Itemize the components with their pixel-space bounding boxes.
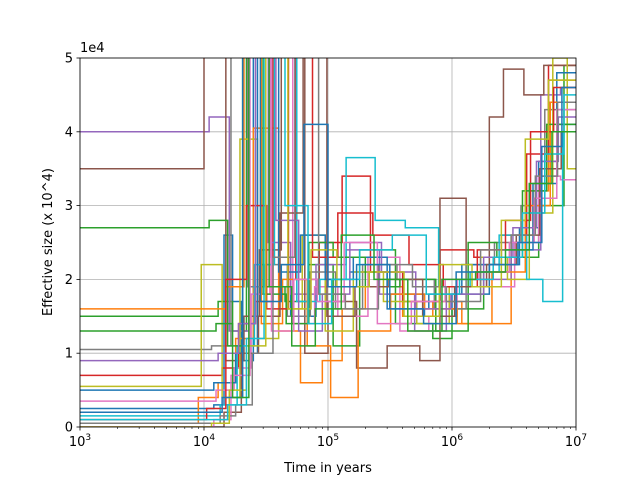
y-tick-label-4: 4	[65, 125, 73, 140]
series-line-5	[80, 58, 576, 369]
y-tick-label-0: 0	[65, 421, 73, 436]
series-line-4	[80, 58, 576, 332]
series-group	[80, 58, 576, 427]
y-offset-text: 1e4	[80, 41, 105, 56]
series-line-19	[80, 58, 576, 421]
y-tick-label-2: 2	[65, 273, 73, 288]
y-axis-label: Effective size (x 10^4)	[41, 168, 56, 316]
x-tick-label-2: 105	[317, 433, 339, 450]
x-tick-label-1: 104	[193, 433, 216, 450]
x-axis-ticks: 103 104 105 106 107	[69, 427, 587, 450]
series-line-20	[80, 58, 576, 413]
x-axis-label: Time in years	[283, 461, 372, 476]
series-line-9	[80, 58, 576, 417]
x-tick-label-3: 106	[441, 433, 464, 450]
y-tick-label-1: 1	[65, 347, 73, 362]
x-tick-label-0: 103	[69, 433, 91, 450]
y-tick-label-5: 5	[65, 52, 73, 67]
x-tick-label-4: 107	[565, 433, 587, 450]
y-tick-label-3: 3	[65, 199, 73, 214]
y-axis-ticks: 0 1 2 3 4 5	[65, 52, 80, 436]
series-line-21	[80, 58, 576, 399]
series-line-17	[80, 58, 576, 425]
